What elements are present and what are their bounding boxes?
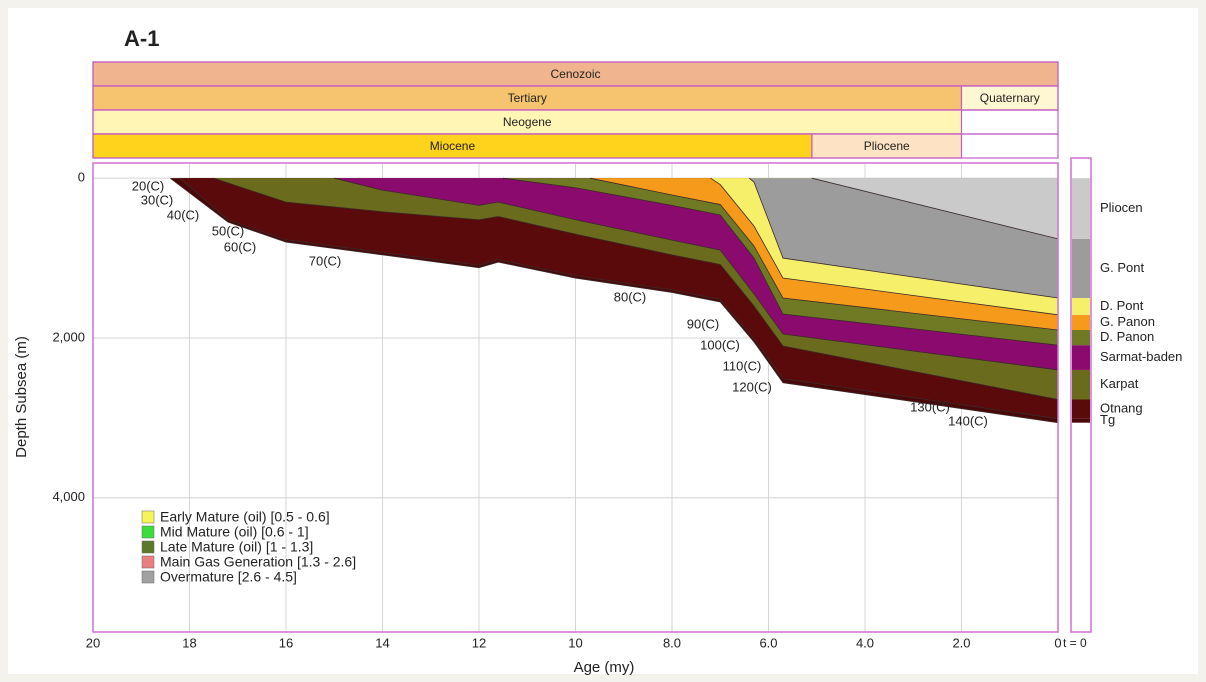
isotherm-label: 110(C) bbox=[723, 358, 762, 373]
formation-base bbox=[811, 177, 1059, 240]
formation-base bbox=[710, 177, 1059, 316]
legend-label: Overmature [2.6 - 4.5] bbox=[160, 569, 297, 585]
isotherm-label: 120(C) bbox=[732, 379, 772, 394]
isotherm-label: 130(C) bbox=[910, 399, 950, 414]
y-tick-label: 2,000 bbox=[52, 329, 85, 344]
time-scale-label: Tertiary bbox=[508, 91, 547, 105]
y-axis-title: Depth Subsea (m) bbox=[13, 336, 30, 458]
isotherm-label: 100(C) bbox=[700, 337, 740, 352]
isotherm-label: 20(C) bbox=[132, 178, 165, 193]
legend-label: Mid Mature (oil) [0.6 - 1] bbox=[160, 524, 309, 540]
x-tick-label: 10 bbox=[568, 635, 582, 650]
isotherm-label: 70(C) bbox=[309, 253, 342, 268]
x-tick-label: 2.0 bbox=[952, 635, 970, 650]
legend-swatch bbox=[141, 510, 155, 524]
x-tick-label: 8.0 bbox=[663, 635, 681, 650]
isotherm-label: 50(C) bbox=[212, 223, 245, 238]
legend-label: Main Gas Generation [1.3 - 2.6] bbox=[160, 554, 356, 570]
formation-base bbox=[179, 177, 1059, 420]
isotherm-label: 60(C) bbox=[224, 239, 257, 254]
x-tick-label: 20 bbox=[86, 635, 100, 650]
present-day-label: t = 0 bbox=[1063, 636, 1087, 650]
formation-base bbox=[213, 177, 1059, 400]
formation-label: D. Pont bbox=[1100, 298, 1144, 313]
time-scale-cell bbox=[92, 61, 1059, 87]
column-layer bbox=[1072, 369, 1090, 400]
isotherm-label: 30(C) bbox=[141, 192, 174, 207]
isotherm-label: 90(C) bbox=[687, 316, 720, 331]
formation-label: Pliocen bbox=[1100, 200, 1143, 215]
column-layer bbox=[1072, 418, 1090, 423]
column-layer bbox=[1072, 329, 1090, 346]
formation-label: Sarmat-baden bbox=[1100, 349, 1182, 364]
x-tick-label: 14 bbox=[375, 635, 389, 650]
column-layer bbox=[1072, 238, 1090, 299]
time-scale-label: Neogene bbox=[503, 115, 552, 129]
isotherm-label: 40(C) bbox=[167, 207, 200, 222]
plot-frame bbox=[92, 162, 1059, 633]
y-tick-label: 4,000 bbox=[52, 489, 85, 504]
legend-swatch bbox=[141, 570, 155, 584]
y-tick-label: 0 bbox=[78, 170, 85, 185]
x-tick-label: 4.0 bbox=[856, 635, 874, 650]
formation-label: D. Panon bbox=[1100, 329, 1154, 344]
legend-swatch bbox=[141, 540, 155, 554]
legend-swatch bbox=[141, 525, 155, 539]
column-layer bbox=[1072, 314, 1090, 330]
legend-label: Early Mature (oil) [0.5 - 0.6] bbox=[160, 509, 330, 525]
chart-title: A-1 bbox=[124, 26, 159, 51]
formation-label: G. Panon bbox=[1100, 314, 1155, 329]
formation-label: Tg bbox=[1100, 412, 1115, 427]
legend-swatch bbox=[141, 555, 155, 569]
formation-label: Karpat bbox=[1100, 376, 1139, 391]
formation-label: Otnang bbox=[1100, 401, 1143, 416]
formation-base bbox=[169, 177, 1059, 424]
isotherm-label: 80(C) bbox=[614, 289, 647, 304]
x-tick-label: 18 bbox=[182, 635, 196, 650]
x-tick-label: 16 bbox=[279, 635, 293, 650]
x-tick-label: 6.0 bbox=[759, 635, 777, 650]
x-tick-label: 0 bbox=[1054, 635, 1061, 650]
formation-base bbox=[589, 177, 1059, 331]
time-scale-cell bbox=[811, 133, 963, 159]
time-scale-row bbox=[92, 133, 1059, 159]
column-layer bbox=[1072, 178, 1090, 239]
formation-base bbox=[748, 177, 1059, 299]
time-scale-label: Pliocene bbox=[864, 139, 910, 153]
x-axis-title: Age (my) bbox=[574, 659, 635, 676]
isotherm-label: 140(C) bbox=[948, 413, 988, 428]
column-layer bbox=[1072, 399, 1090, 419]
time-scale-cell bbox=[92, 133, 813, 159]
column-layer bbox=[1072, 298, 1090, 315]
formation-label: G. Pont bbox=[1100, 260, 1144, 275]
time-scale-label: Miocene bbox=[430, 139, 476, 153]
time-scale-label: Cenozoic bbox=[550, 67, 600, 81]
column-layer bbox=[1072, 345, 1090, 370]
x-tick-label: 12 bbox=[472, 635, 486, 650]
formation-base bbox=[334, 177, 1059, 371]
formation-base bbox=[503, 177, 1059, 346]
time-scale-label: Quaternary bbox=[980, 91, 1040, 105]
legend-label: Late Mature (oil) [1 - 1.3] bbox=[160, 539, 313, 555]
